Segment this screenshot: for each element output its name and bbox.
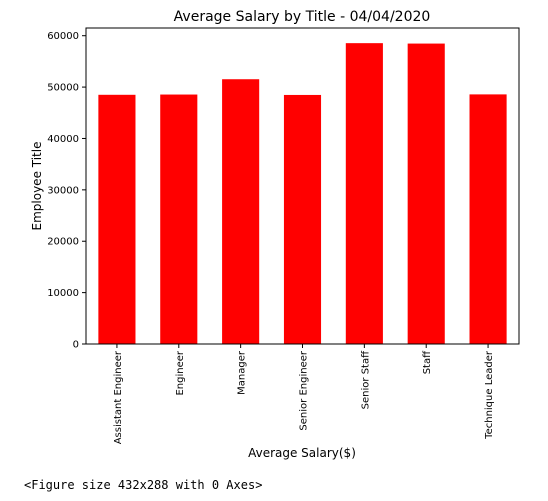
x-tick-label: Manager <box>237 350 248 395</box>
x-tick-label: Assistant Engineer <box>113 350 124 444</box>
y-tick-label: 20000 <box>47 237 79 248</box>
y-tick-label: 10000 <box>47 288 79 299</box>
y-ticks-group: 0 10000 20000 30000 40000 50000 60000 <box>47 31 86 351</box>
figure-output-text: <Figure size 432x288 with 0 Axes> <box>24 478 263 492</box>
x-ticks-group: Assistant Engineer Engineer Manager Senior … <box>113 344 495 444</box>
y-axis-label: Employee Title <box>30 142 44 231</box>
x-tick-label: Senior Engineer <box>299 350 310 430</box>
chart-title: Average Salary by Title - 04/04/2020 <box>174 9 431 25</box>
bars-group <box>98 43 507 344</box>
x-tick-label: Technique Leader <box>484 350 495 440</box>
y-tick-label: 30000 <box>47 185 79 196</box>
plot-frame <box>85 27 520 345</box>
x-axis-label: Average Salary($) <box>248 446 356 460</box>
y-tick-label: 60000 <box>47 31 79 42</box>
bar <box>160 94 198 344</box>
y-tick-label: 50000 <box>47 83 79 94</box>
bar <box>98 94 136 344</box>
bar <box>407 43 445 344</box>
y-tick-label: 0 <box>73 340 79 351</box>
x-tick-label: Senior Staff <box>360 350 371 409</box>
bar <box>222 79 260 344</box>
x-tick-label: Staff <box>422 350 433 374</box>
x-tick-label: Engineer <box>175 350 186 395</box>
bar <box>283 94 322 344</box>
bar <box>345 43 383 344</box>
bar <box>469 94 507 344</box>
y-tick-label: 40000 <box>47 134 79 145</box>
